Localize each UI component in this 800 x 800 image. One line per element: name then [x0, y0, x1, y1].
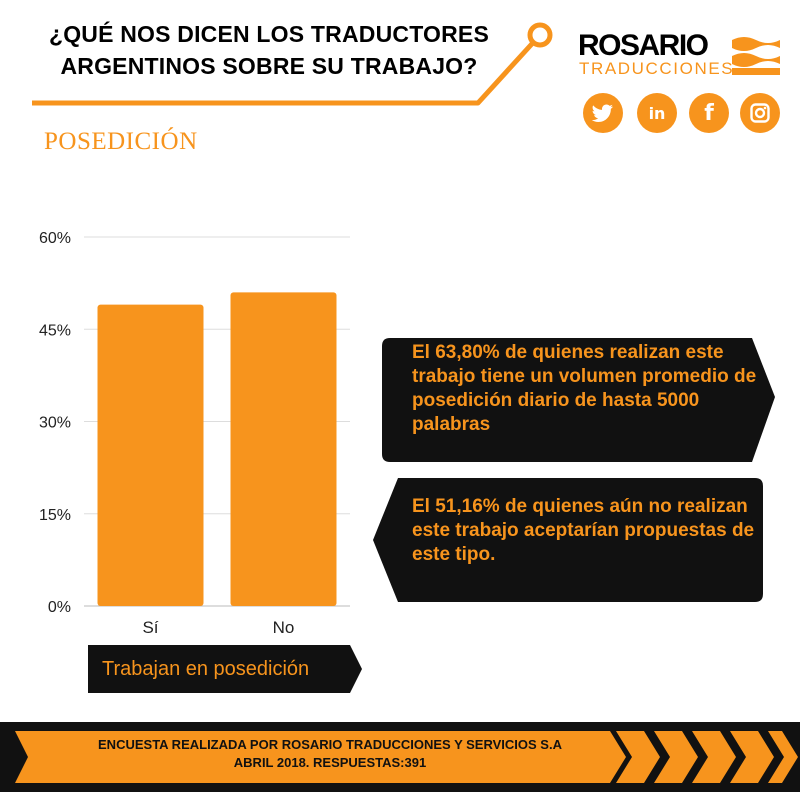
footer-banner — [0, 722, 800, 792]
callout-2-box — [373, 478, 763, 602]
logo-sub-text: TRADUCCIONES — [579, 59, 735, 78]
page-title: ¿QUÉ NOS DICEN LOS TRADUCTORES ARGENTINO… — [0, 18, 538, 82]
callout-2-text: El 51,16% de quienes aún no realizan est… — [412, 496, 755, 565]
y-tick-label: 60% — [39, 230, 71, 247]
x-tick-label: No — [273, 618, 295, 637]
bar-no — [230, 292, 337, 606]
y-tick-label: 0% — [48, 599, 71, 616]
title-line-1: ¿QUÉ NOS DICEN LOS TRADUCTORES — [48, 21, 490, 47]
footer-line-2: ABRIL 2018. RESPUESTAS:391 — [233, 755, 427, 770]
logo-main-text: ROSARIO — [578, 29, 709, 62]
header-decor-line — [32, 22, 553, 106]
linkedin-icon[interactable]: in — [637, 93, 677, 133]
logo: ROSARIO TRADUCCIONES — [578, 29, 780, 80]
callout-1-text: El 63,80% de quienes realizan este traba… — [412, 342, 757, 435]
x-tick-label: Sí — [142, 618, 158, 637]
y-tick-label: 30% — [39, 415, 71, 432]
footer-line-1: ENCUESTA REALIZADA POR ROSARIO TRADUCCIO… — [98, 737, 562, 752]
instagram-icon[interactable] — [740, 93, 780, 133]
y-tick-label: 45% — [39, 322, 71, 339]
bar-si — [97, 304, 204, 606]
instagram-camera-icon — [750, 103, 770, 123]
section-title: POSEDICIÓN — [44, 128, 198, 155]
facebook-glyph: f — [704, 100, 714, 126]
footer-text: ENCUESTA REALIZADA POR ROSARIO TRADUCCIO… — [0, 736, 660, 772]
twitter-bird-icon — [592, 104, 613, 122]
category-label-box — [88, 645, 362, 693]
linkedin-glyph: in — [648, 103, 666, 123]
twitter-icon[interactable] — [583, 93, 623, 133]
facebook-icon[interactable]: f — [689, 93, 729, 133]
callout-1-box — [382, 338, 775, 462]
logo-waves-icon — [732, 37, 780, 75]
title-line-2: ARGENTINOS SOBRE SU TRABAJO? — [60, 53, 478, 79]
y-tick-label: 15% — [39, 507, 71, 524]
category-label: Trabajan en posedición — [102, 658, 310, 680]
